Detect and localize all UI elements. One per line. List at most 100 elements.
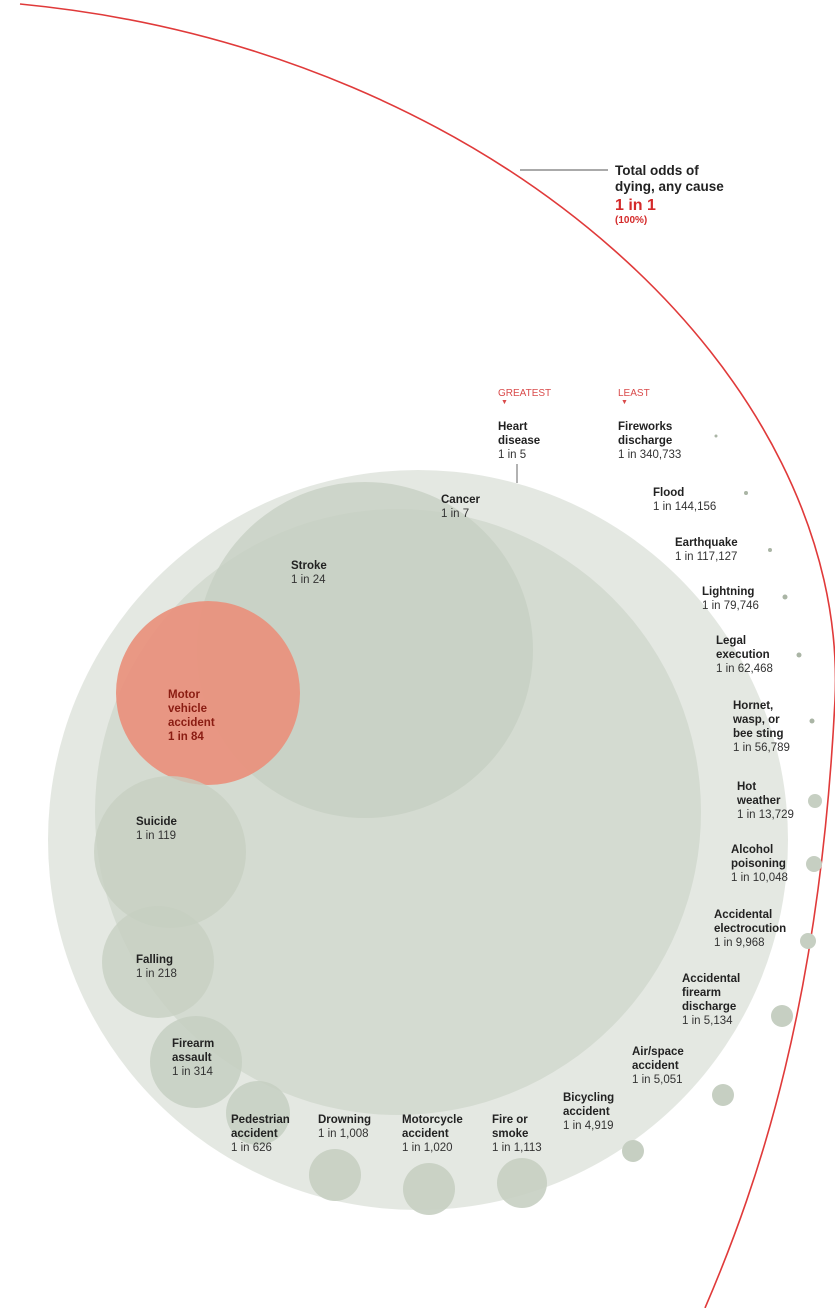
label-suicide: Suicide 1 in 119 <box>136 815 177 843</box>
bubble-air-space-accident <box>712 1084 734 1106</box>
cause-odds: 1 in 1,020 <box>402 1142 453 1154</box>
cause-odds: 1 in 5,051 <box>632 1074 683 1086</box>
bubble-hot-weather <box>808 794 822 808</box>
label-pedestrian-accident: Pedestrian accident 1 in 626 <box>231 1113 290 1155</box>
bubble-pedestrian-accident <box>226 1081 290 1145</box>
label-drowning: Drowning 1 in 1,008 <box>318 1113 371 1141</box>
bubble-accidental-electrocution <box>800 933 816 949</box>
cause-name: Motor vehicle accident <box>168 689 215 729</box>
bubble-drowning <box>309 1149 361 1201</box>
cause-odds: 1 in 7 <box>441 508 470 520</box>
label-alcohol-poisoning: Alcohol poisoning 1 in 10,048 <box>731 843 788 885</box>
cause-name: Stroke <box>291 560 327 572</box>
cause-odds: 1 in 5,134 <box>682 1015 733 1027</box>
label-accidental-firearm-discharge: Accidental firearm discharge 1 in 5,134 <box>682 972 740 1028</box>
key-least-label: LEAST <box>618 388 650 399</box>
cause-odds: 1 in 4,919 <box>563 1120 614 1132</box>
cause-name: Motorcycle accident <box>402 1114 463 1140</box>
bubble-motorcycle-accident <box>403 1163 455 1215</box>
bubble-legal-execution <box>796 652 802 658</box>
cause-name: Suicide <box>136 816 177 828</box>
key-greatest: GREATEST ▼ <box>498 388 551 407</box>
cause-odds: 1 in 218 <box>136 968 177 980</box>
label-falling: Falling 1 in 218 <box>136 953 177 981</box>
cause-name: Earthquake <box>675 537 738 549</box>
label-stroke: Stroke 1 in 24 <box>291 559 327 587</box>
cause-name: Hornet, wasp, or bee sting <box>733 700 784 740</box>
bubble-falling <box>102 906 214 1018</box>
cause-name: Legal execution <box>716 635 770 661</box>
total-odds-title: Total odds of dying, any cause <box>615 163 724 194</box>
cause-odds: 1 in 340,733 <box>618 449 682 461</box>
bubble-accidental-firearm-discharge <box>771 1005 793 1027</box>
cause-name: Drowning <box>318 1114 372 1126</box>
bubble-motor-vehicle-accident <box>116 601 300 785</box>
bubble-bicycling-accident <box>622 1140 644 1162</box>
cause-odds: 1 in 13,729 <box>737 809 794 821</box>
cause-name: Bicycling accident <box>563 1092 615 1118</box>
key-greatest-label: GREATEST <box>498 388 552 399</box>
cause-name: Falling <box>136 954 174 966</box>
label-motor-vehicle-accident: Motor vehicle accident 1 in 84 <box>168 688 215 744</box>
total-odds-percent: (100%) <box>615 215 648 226</box>
bubble-fire-or-smoke <box>497 1158 547 1208</box>
cause-name: Fireworks discharge <box>618 421 673 447</box>
cause-odds: 1 in 10,048 <box>731 872 788 884</box>
cause-name: Cancer <box>441 494 480 506</box>
cause-odds: 1 in 84 <box>168 731 204 743</box>
total-odds-arc <box>19 3 835 1308</box>
cause-odds: 1 in 1,113 <box>492 1142 542 1154</box>
cause-odds: 1 in 144,156 <box>653 501 717 513</box>
down-triangle-icon: ▼ <box>501 399 508 406</box>
label-hornet-wasp-or-bee-sting: Hornet, wasp, or bee sting 1 in 56,789 <box>733 699 790 755</box>
cause-odds: 1 in 5 <box>498 449 527 461</box>
label-firearm-assault: Firearm assault 1 in 314 <box>172 1037 214 1079</box>
label-earthquake: Earthquake 1 in 117,127 <box>675 536 738 564</box>
cause-odds: 1 in 9,968 <box>714 937 765 949</box>
cause-name: Alcohol poisoning <box>731 844 786 870</box>
key-least: LEAST ▼ <box>618 388 650 407</box>
cause-odds: 1 in 56,789 <box>733 742 790 754</box>
label-heart-disease: Heart disease 1 in 5 <box>498 420 540 462</box>
cause-name: Fire or smoke <box>492 1114 529 1140</box>
label-motorcycle-accident: Motorcycle accident 1 in 1,020 <box>402 1113 463 1155</box>
bubble-fireworks-discharge <box>714 434 718 438</box>
label-hot-weather: Hot weather 1 in 13,729 <box>737 780 794 822</box>
cause-name: Firearm assault <box>172 1038 215 1064</box>
label-flood: Flood 1 in 144,156 <box>653 486 716 514</box>
bubble-lightning <box>782 594 788 600</box>
total-odds-value: 1 in 1 <box>615 197 656 214</box>
cause-odds: 1 in 314 <box>172 1066 213 1078</box>
cause-name: Accidental firearm discharge <box>682 973 741 1013</box>
cause-name: Accidental electrocution <box>714 909 787 935</box>
total-odds-label: Total odds of dying, any cause 1 in 1 (1… <box>615 163 724 226</box>
label-accidental-electrocution: Accidental electrocution 1 in 9,968 <box>714 908 786 950</box>
cause-odds: 1 in 79,746 <box>702 600 759 612</box>
bubble-alcohol-poisoning <box>806 856 822 872</box>
cause-name: Pedestrian accident <box>231 1114 290 1140</box>
down-triangle-icon: ▼ <box>621 399 628 406</box>
bubble-hornet-wasp-or-bee-sting <box>809 718 815 724</box>
cause-name: Flood <box>653 487 685 499</box>
bubble-earthquake <box>768 548 772 552</box>
label-bicycling-accident: Bicycling accident 1 in 4,919 <box>563 1091 614 1133</box>
label-lightning: Lightning 1 in 79,746 <box>702 585 759 613</box>
cause-odds: 1 in 119 <box>136 830 177 842</box>
label-cancer: Cancer 1 in 7 <box>441 493 480 521</box>
label-fire-or-smoke: Fire or smoke 1 in 1,113 <box>492 1113 542 1155</box>
label-air-space-accident: Air/space accident 1 in 5,051 <box>632 1045 684 1087</box>
cause-odds: 1 in 626 <box>231 1142 272 1154</box>
cause-odds: 1 in 1,008 <box>318 1128 369 1140</box>
cause-name: Heart disease <box>498 421 541 447</box>
bubble-flood <box>744 491 748 495</box>
label-fireworks-discharge: Fireworks discharge 1 in 340,733 <box>618 420 681 462</box>
cause-odds: 1 in 62,468 <box>716 663 773 675</box>
cause-odds: 1 in 117,127 <box>675 551 738 563</box>
cause-odds: 1 in 24 <box>291 574 326 586</box>
cause-name: Lightning <box>702 586 755 598</box>
cause-name: Hot weather <box>737 781 781 807</box>
cause-name: Air/space accident <box>632 1046 684 1072</box>
label-legal-execution: Legal execution 1 in 62,468 <box>716 634 773 676</box>
bubble-suicide <box>94 776 246 928</box>
